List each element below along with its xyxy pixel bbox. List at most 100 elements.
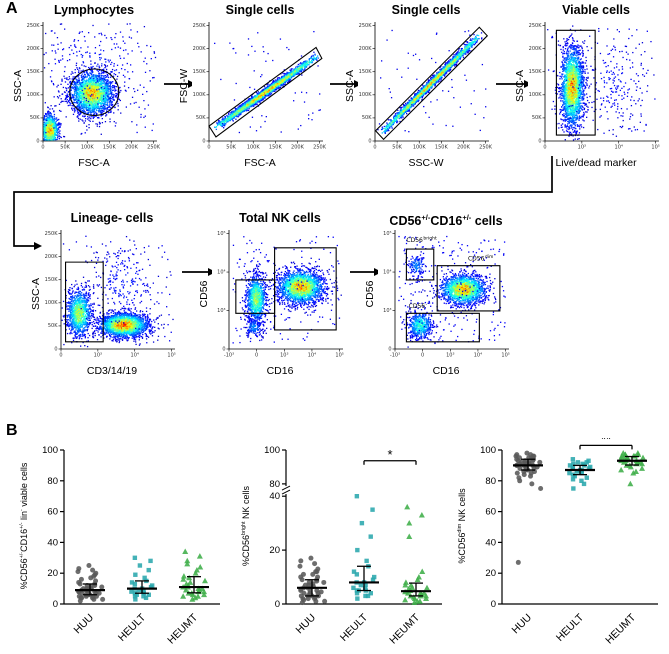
- plot-title: Lymphocytes: [53, 3, 135, 17]
- svg-text:60: 60: [47, 507, 58, 518]
- svg-text:0: 0: [491, 599, 496, 610]
- y-axis-label: CD56: [364, 280, 376, 308]
- scatter-points-HUU: [75, 563, 106, 604]
- svg-text:HEULT: HEULT: [338, 611, 371, 644]
- svg-text:HEULT: HEULT: [554, 611, 587, 644]
- axes: [498, 449, 658, 605]
- plot-title: Single cells: [391, 3, 461, 17]
- scatter-points-HEUMT: [618, 449, 646, 487]
- significance-bracket: **: [579, 438, 633, 450]
- svg-text:20: 20: [269, 545, 280, 556]
- scatter-points-HEULT: [129, 555, 155, 602]
- density-plot-canvas-viable-cells: [528, 18, 664, 156]
- density-plot-canvas-single-cells-fscw: [192, 18, 328, 156]
- y-axis-label: SSC-A: [514, 69, 526, 103]
- scatter-points-HEUMT: [402, 503, 430, 606]
- svg-text:100: 100: [480, 445, 496, 456]
- svg-text:40: 40: [47, 537, 58, 548]
- median-iqr-HEULT: [349, 565, 379, 592]
- y-axis-label: SSC-A: [12, 69, 24, 103]
- flow-plot-lineage-negative: Lineage- cells SSC-A CD3/14/19: [28, 210, 180, 380]
- y-tick-labels: 0 20 40 60 80 100: [480, 445, 496, 610]
- x-axis-label: Live/dead marker: [555, 157, 637, 169]
- flow-plot-single-cells-fscw: Single cells FSC-W FSC-A: [176, 2, 328, 172]
- median-iqr-HEULT: [127, 580, 157, 594]
- x-axis-label: CD16: [432, 365, 460, 377]
- y-axis-label: %CD56dim NK cells: [457, 488, 467, 564]
- panel-b-label: B: [6, 422, 18, 439]
- scatter-points-HEUMT: [180, 548, 208, 602]
- plot-title: CD56+/-CD16+/- cells: [389, 213, 503, 229]
- svg-text:20: 20: [485, 568, 496, 579]
- median-iqr-HEUMT: [401, 582, 431, 597]
- svg-text:HEUMT: HEUMT: [387, 611, 422, 646]
- svg-text:80: 80: [47, 476, 58, 487]
- median-iqr-HUU: [75, 583, 105, 596]
- svg-text:40: 40: [269, 491, 280, 502]
- svg-text:HEUMT: HEUMT: [165, 611, 200, 646]
- flow-plot-single-cells-ssca: Single cells SSC-A SSC-W: [342, 2, 494, 172]
- x-group-labels: HUU HEULT HEUMT: [72, 611, 201, 646]
- svg-text:0: 0: [275, 599, 280, 610]
- svg-text:100: 100: [42, 445, 58, 456]
- svg-text:100: 100: [264, 445, 280, 456]
- dot-plot-canvas-cd56-cd16-lin-viable: 0 20 40 60 80 100 HUU HEULT HEUMT: [42, 445, 220, 647]
- svg-text:HUU: HUU: [72, 612, 97, 637]
- svg-text:HEUMT: HEUMT: [603, 611, 638, 646]
- median-iqr-HEULT: [565, 464, 595, 476]
- x-group-labels: HUU HEULT HEUMT: [510, 611, 639, 646]
- svg-text:40: 40: [485, 537, 496, 548]
- flow-plot-lymphocytes: Lymphocytes SSC-A FSC-A: [10, 2, 162, 172]
- flow-plot-cd56-cd16-subsets: CD56+/-CD16+/- cells CD56 CD16: [362, 210, 514, 380]
- density-plot-canvas-cd56-cd16-subsets: [378, 226, 514, 364]
- svg-text:HUU: HUU: [294, 612, 319, 637]
- plot-title: Single cells: [225, 3, 295, 17]
- plot-title: Total NK cells: [239, 211, 321, 225]
- svg-text:*: *: [387, 447, 392, 462]
- density-plot-canvas-lymphocytes: [26, 18, 162, 156]
- svg-text:0: 0: [53, 599, 58, 610]
- dotplot-cd56dim-nk: %CD56dim NK cells 0 20 40 60 80 100 HUU HEULT HE…: [452, 438, 668, 650]
- y-axis-label: SSC-A: [344, 69, 356, 103]
- svg-text:60: 60: [485, 507, 496, 518]
- x-axis-label: CD16: [266, 365, 294, 377]
- plot-title: Lineage- cells: [70, 211, 154, 225]
- median-iqr-HEUMT: [617, 455, 647, 466]
- y-tick-labels: 0 20 40 60 80 100: [42, 445, 58, 610]
- plot-title: Viable cells: [562, 3, 630, 17]
- dotplot-cd56bright-nk: %CD56bright NK cells 0 20 40 80 100 HUU HEULT H…: [236, 438, 452, 650]
- svg-text:HEULT: HEULT: [116, 611, 149, 644]
- svg-text:80: 80: [485, 476, 496, 487]
- panel-a-label: A: [6, 0, 18, 17]
- dot-plot-canvas-cd56dim-nk: 0 20 40 60 80 100 HUU HEULT HEUMT **: [480, 438, 658, 647]
- y-axis-label: FSC-W: [178, 68, 190, 104]
- density-plot-canvas-lineage-negative: [44, 226, 180, 364]
- y-axis-label: CD56: [198, 280, 210, 308]
- x-group-labels: HUU HEULT HEUMT: [294, 611, 423, 646]
- axis-break: [282, 486, 290, 495]
- median-iqr-HEUMT: [179, 576, 209, 594]
- svg-text:80: 80: [269, 479, 280, 490]
- x-axis-label: SSC-W: [408, 157, 444, 169]
- scatter-points-HUU: [297, 555, 328, 606]
- svg-text:**: **: [601, 438, 611, 446]
- x-axis-label: FSC-A: [244, 157, 276, 169]
- svg-text:HUU: HUU: [510, 612, 535, 637]
- flow-plot-viable-cells: Viable cells SSC-A Live/dead marker: [512, 2, 664, 172]
- significance-bracket: *: [363, 447, 417, 465]
- x-axis-label: CD3/14/19: [86, 365, 138, 377]
- axes: [60, 449, 220, 605]
- y-axis-label: %CD56bright NK cells: [241, 485, 251, 567]
- y-axis-label: %CD56+/-CD16+/- lin- viable cells: [19, 462, 29, 590]
- median-iqr-HUU: [297, 579, 327, 597]
- svg-text:20: 20: [47, 568, 58, 579]
- x-axis-label: FSC-A: [78, 157, 110, 169]
- dotplot-cd56-cd16-lin-viable: %CD56+/-CD16+/- lin- viable cells 0 20 40 6…: [14, 438, 230, 650]
- flow-plot-total-nk: Total NK cells CD56 CD16: [196, 210, 348, 380]
- density-plot-canvas-total-nk: [212, 226, 348, 364]
- y-axis-label: SSC-A: [30, 277, 42, 311]
- density-plot-canvas-single-cells-ssca: [358, 18, 494, 156]
